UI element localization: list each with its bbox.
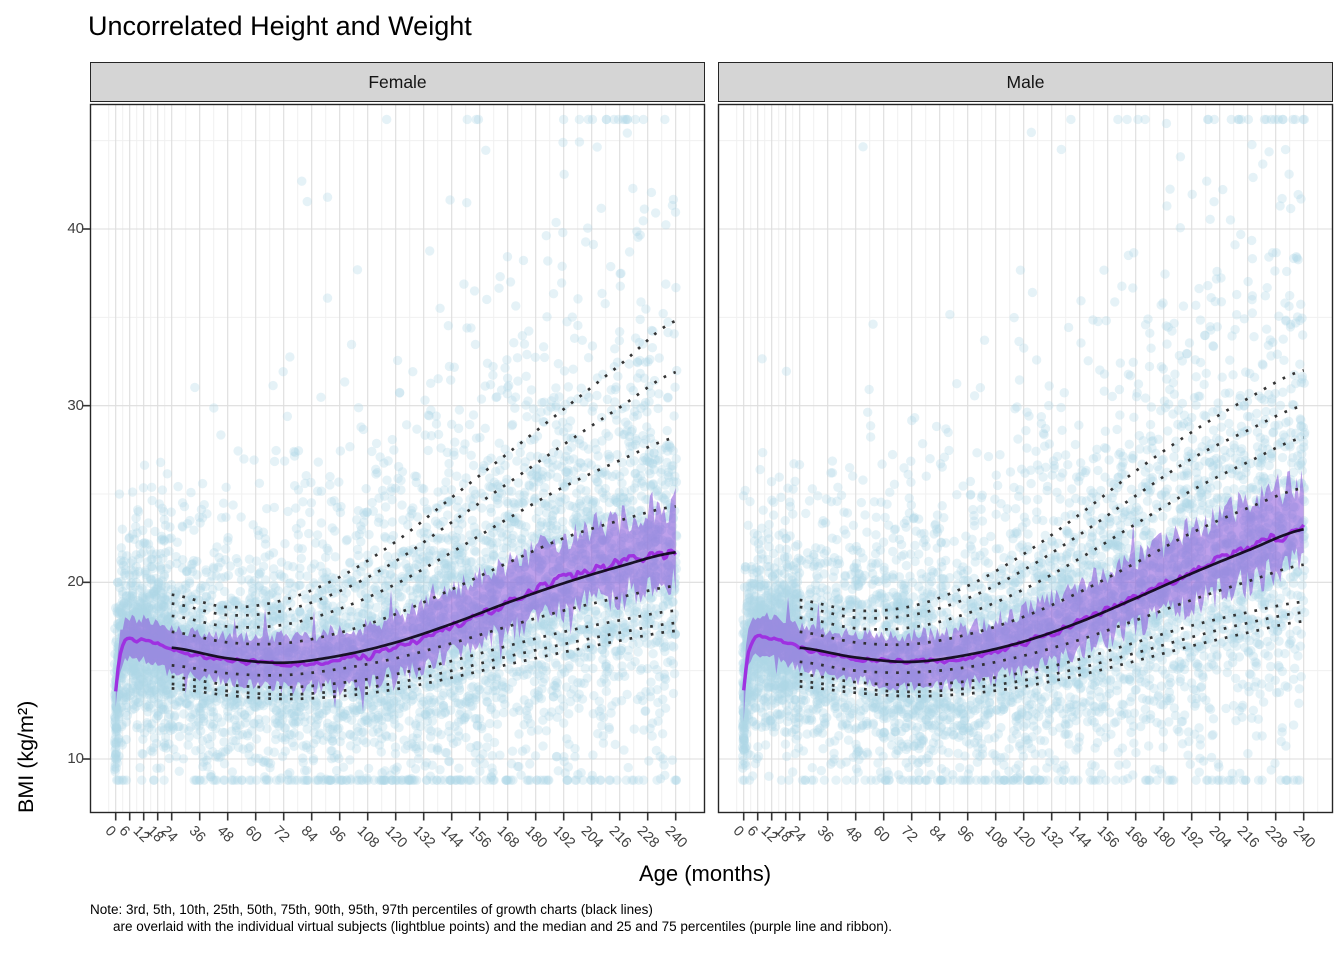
y-tick-label: 30 — [67, 396, 84, 414]
facet-label-female: Female — [368, 71, 427, 92]
y-tick-label: 20 — [67, 573, 84, 591]
facet-strip-male: Male — [718, 62, 1333, 102]
y-axis-title: BMI (kg/m²) — [14, 700, 38, 813]
facet-strip-female: Female — [90, 62, 705, 102]
x-axis-title: Age (months) — [638, 861, 772, 886]
facet-label-male: Male — [1006, 71, 1045, 92]
chart-title: Uncorrelated Height and Weight — [88, 11, 472, 41]
y-tick-label: 40 — [67, 220, 84, 237]
note-line-1: Note: 3rd, 5th, 10th, 25th, 50th, 75th, … — [90, 902, 653, 917]
note-line-2: are overlaid with the individual virtual… — [113, 919, 892, 934]
y-tick-label: 10 — [67, 750, 84, 767]
